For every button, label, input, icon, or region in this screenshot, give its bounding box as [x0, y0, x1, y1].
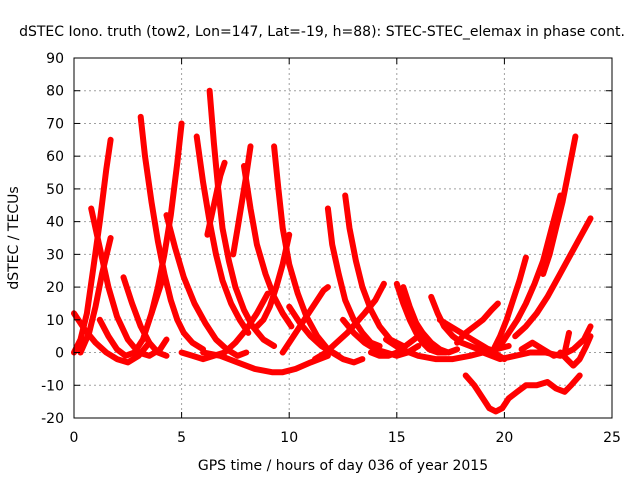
series-line-19	[279, 284, 331, 356]
series-line-17	[271, 143, 342, 359]
y-tick-label: 90	[46, 51, 64, 67]
y-tick-label: 50	[46, 182, 64, 198]
series-line-5	[96, 277, 166, 359]
series-line-33	[462, 372, 583, 415]
y-tick-label: -20	[41, 411, 64, 427]
series-line-4	[77, 235, 114, 356]
x-tick-label: 10	[280, 430, 298, 446]
y-tick-label: 10	[46, 313, 64, 329]
y-tick-label: -10	[41, 378, 64, 394]
series-line-25	[368, 329, 426, 359]
series-line-21	[324, 205, 383, 349]
series-line-37	[540, 133, 579, 277]
x-axis-label: GPS time / hours of day 036 of year 2015	[198, 458, 488, 474]
tick-labels: -20 -10 0 10 20 30 40 50 60 70 80 90 0 5 10 15 20 25	[41, 51, 621, 446]
y-tick-label: 80	[46, 84, 64, 100]
y-tick-label: 0	[55, 346, 64, 362]
series-line-40	[557, 333, 594, 369]
series-line-8	[148, 120, 185, 317]
series-line-6	[120, 274, 170, 359]
series-line-39	[518, 329, 572, 359]
series-line-14	[230, 143, 254, 258]
series-line-34	[490, 254, 529, 353]
x-tick-label: 20	[495, 430, 513, 446]
ticks	[73, 57, 613, 419]
y-axis-label: dSTEC / TECUs	[6, 186, 22, 289]
series-line-18	[200, 349, 331, 376]
y-tick-label: 70	[46, 116, 64, 132]
y-tick-label: 40	[46, 215, 64, 231]
x-tick-label: 15	[388, 430, 406, 446]
series-line-15	[241, 163, 295, 330]
series-line-11	[193, 133, 252, 336]
series-line-9	[163, 212, 250, 359]
y-tick-label: 20	[46, 280, 64, 296]
series-line-12	[206, 87, 278, 349]
series-line-22	[342, 192, 407, 349]
x-tick-label: 0	[70, 430, 79, 446]
series-line-7	[137, 113, 207, 353]
series-line-28	[411, 316, 461, 356]
y-tick-label: 60	[46, 149, 64, 165]
series-line-10	[178, 290, 271, 363]
chart-title: dSTEC Iono. truth (tow2, Lon=147, Lat=-1…	[19, 24, 625, 40]
series-line-13	[204, 159, 228, 238]
x-tick-label: 25	[603, 430, 621, 446]
y-tick-label: 30	[46, 247, 64, 263]
series-layer	[71, 87, 594, 415]
plot-frame	[73, 57, 613, 419]
series-line-1	[71, 136, 114, 356]
series-line-35	[497, 192, 564, 349]
x-tick-label: 5	[177, 430, 186, 446]
series-line-31	[436, 316, 508, 363]
series-line-16	[253, 231, 293, 330]
series-line-36	[512, 215, 594, 340]
series-line-32	[454, 300, 501, 346]
